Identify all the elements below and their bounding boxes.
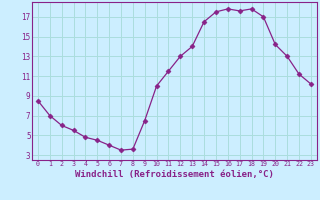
X-axis label: Windchill (Refroidissement éolien,°C): Windchill (Refroidissement éolien,°C) (75, 170, 274, 179)
